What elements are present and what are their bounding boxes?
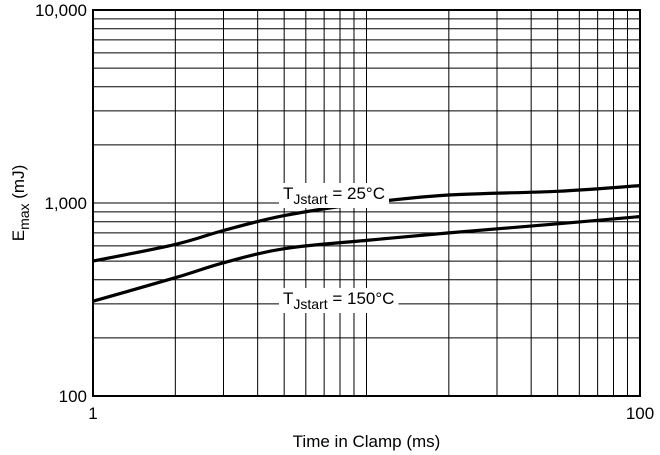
x-tick-label: 100 — [626, 404, 654, 423]
series-label-25c-rest: = 25°C — [328, 184, 385, 203]
y-axis-title-base: E — [9, 230, 28, 241]
series-label-150c-rest: = 150°C — [328, 289, 395, 308]
y-tick-label: 10,000 — [35, 1, 87, 20]
x-tick-label: 1 — [88, 404, 97, 423]
series-label-25c: TJstart = 25°C — [279, 183, 389, 208]
y-tick-label: 100 — [59, 387, 87, 406]
y-axis-title: Emax (mJ) — [9, 165, 32, 242]
series-label-150c-base: T — [283, 289, 293, 308]
series-label-25c-base: T — [283, 184, 293, 203]
y-axis-title-sub: max — [16, 203, 32, 229]
series-label-150c-sub: Jstart — [293, 296, 327, 312]
y-axis-title-rest: (mJ) — [9, 165, 28, 204]
x-axis-title: Time in Clamp (ms) — [293, 432, 441, 451]
series-label-150c: TJstart = 150°C — [279, 288, 398, 313]
y-tick-labels: 100 1,000 10,000 — [35, 1, 87, 406]
y-tick-label: 1,000 — [44, 194, 87, 213]
series-label-25c-sub: Jstart — [293, 191, 327, 207]
x-tick-labels: 1 100 — [88, 404, 654, 423]
